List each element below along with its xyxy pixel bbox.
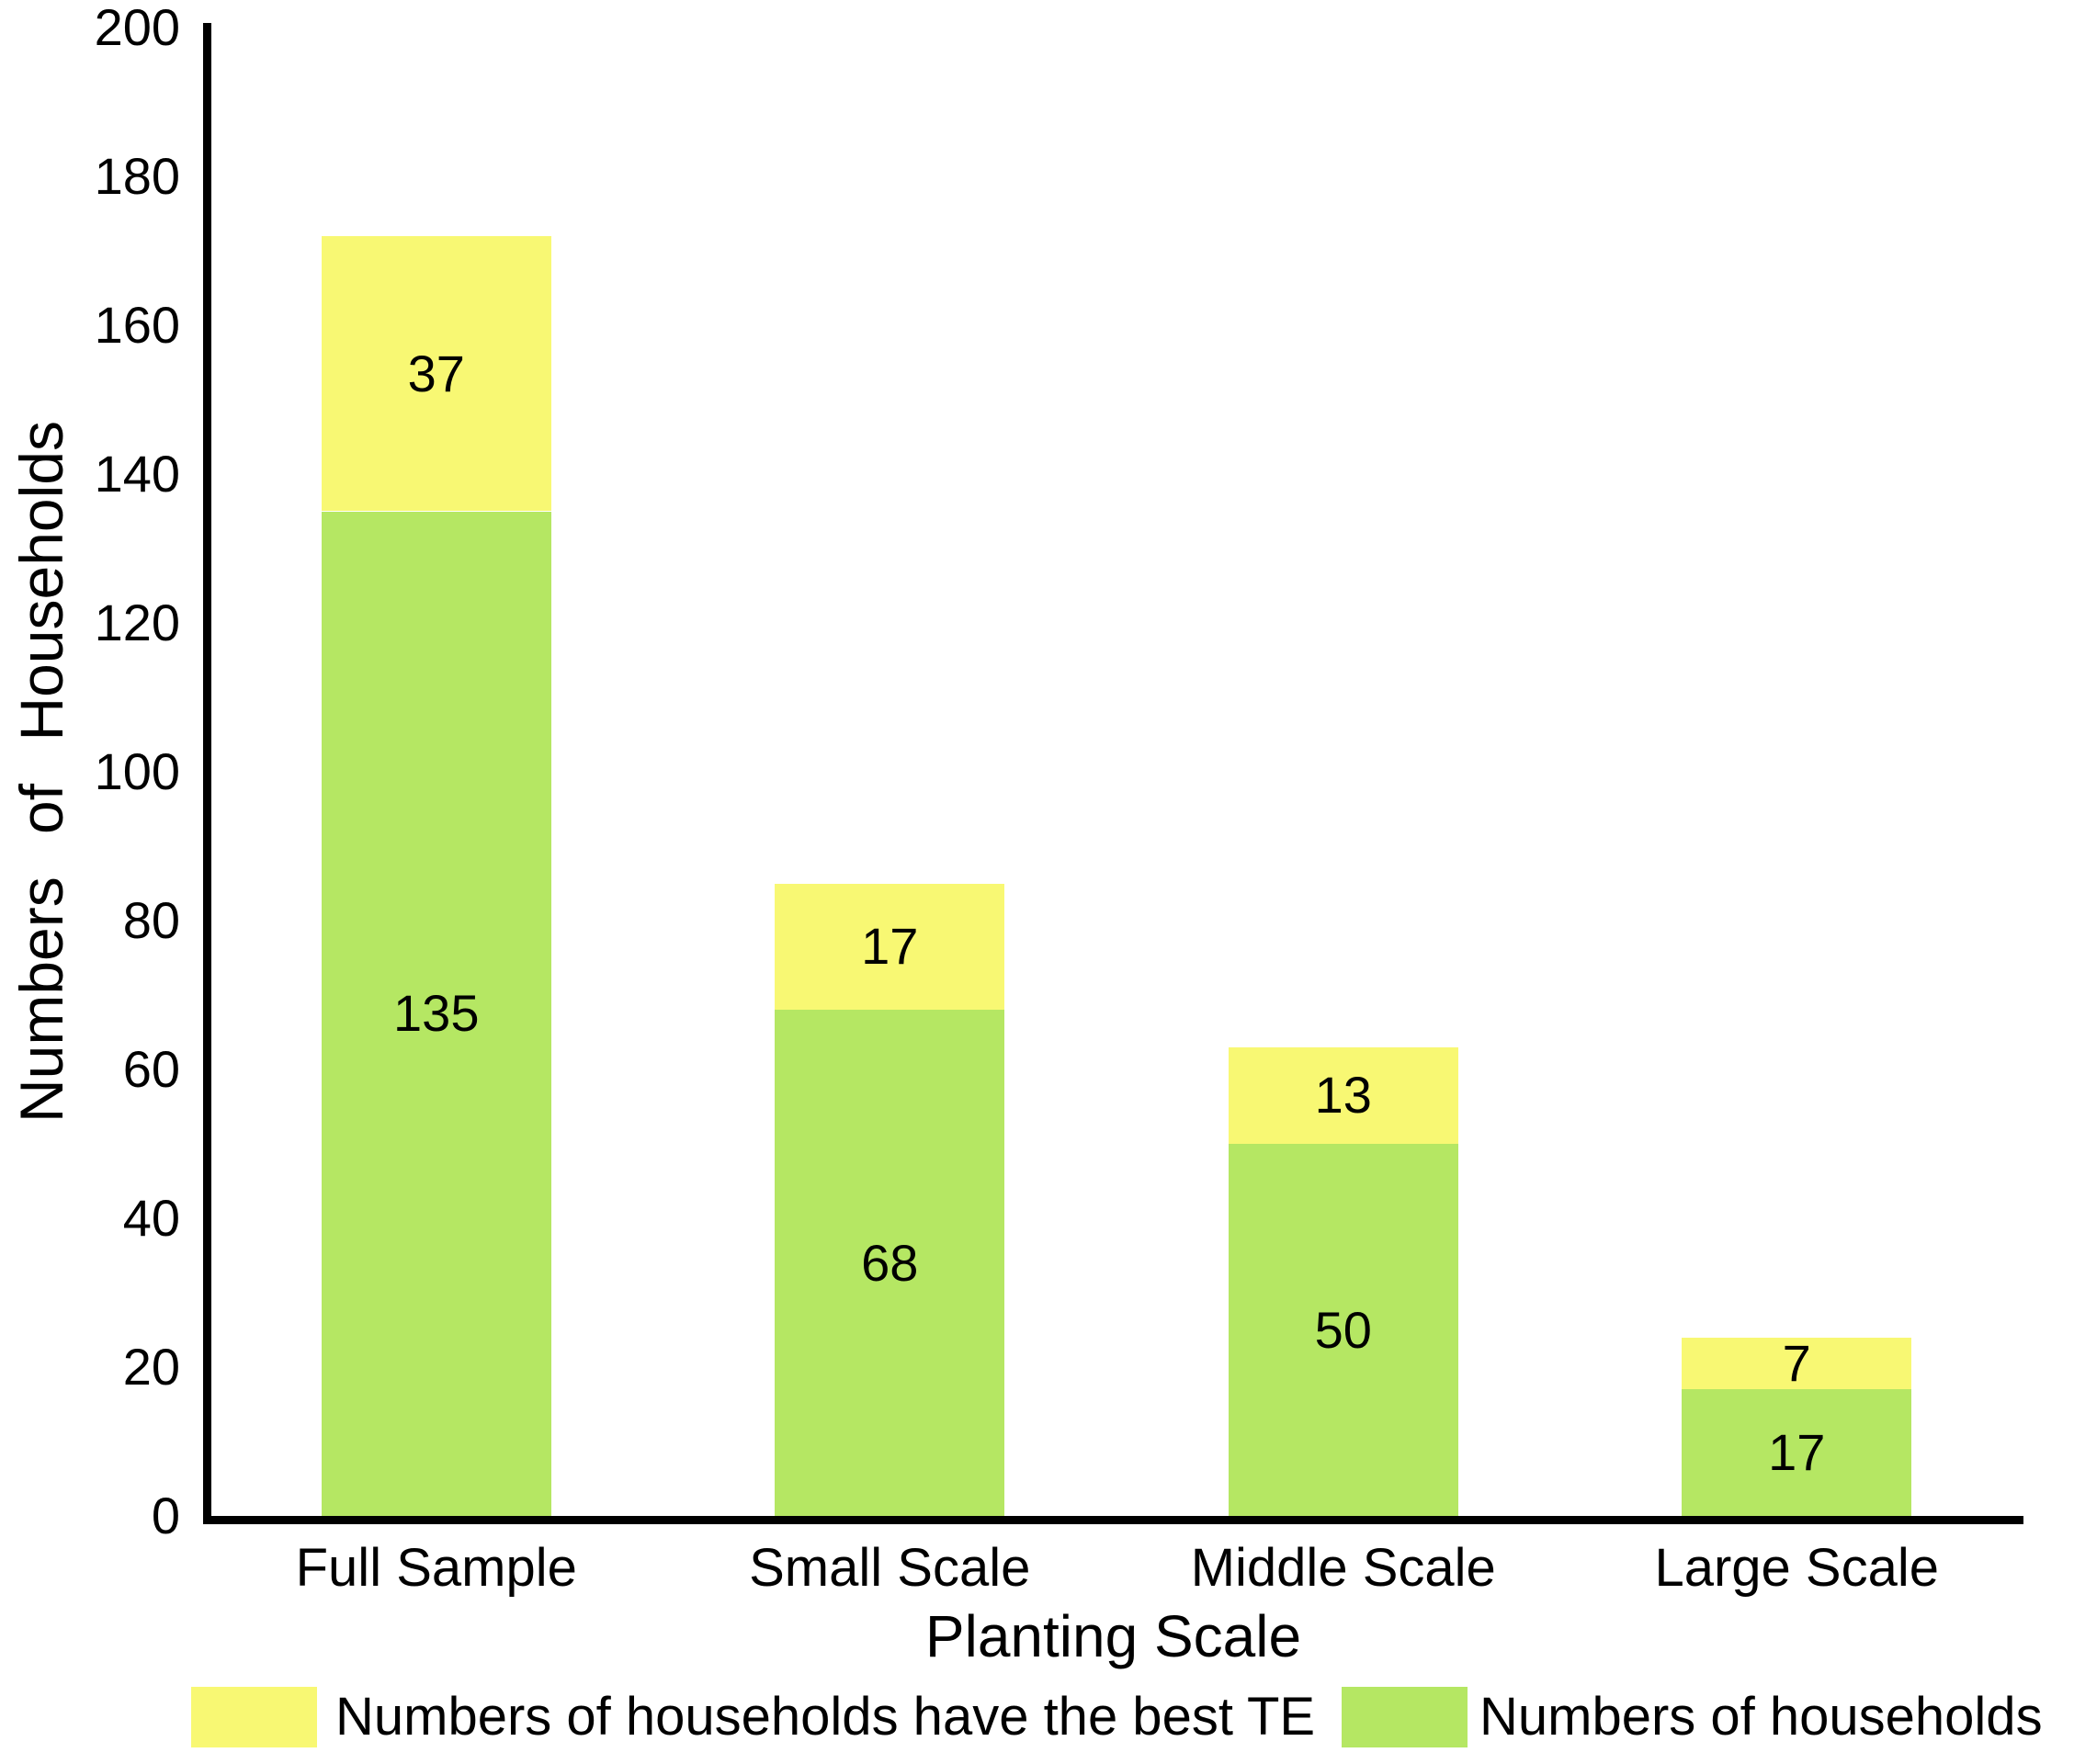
bar-segment-yellow-0: 37 <box>321 235 551 512</box>
legend-swatch-best-te <box>191 1687 317 1747</box>
bar-value-label: 7 <box>1782 1333 1811 1392</box>
y-tick-label-200: 200 <box>94 0 180 56</box>
bar-value-label: 17 <box>1768 1423 1826 1482</box>
x-axis-title: Planting Scale <box>924 1603 1302 1669</box>
bar-segment-yellow-1: 17 <box>775 883 1005 1011</box>
x-category-label-2: Middle Scale <box>1190 1538 1496 1598</box>
y-tick-label-60: 60 <box>122 1040 180 1098</box>
y-tick-label-0: 0 <box>151 1487 180 1544</box>
legend-label-best-te: Numbers of households have the best TE <box>335 1687 1316 1747</box>
bar-segment-green-1: 68 <box>775 1010 1005 1516</box>
bar-segment-yellow-3: 7 <box>1682 1333 1912 1392</box>
y-tick-label-80: 80 <box>122 891 180 949</box>
x-category-label-1: Small Scale <box>749 1538 1031 1598</box>
x-category-label-0: Full Sample <box>295 1538 577 1598</box>
bar-value-label: 13 <box>1314 1066 1372 1125</box>
y-tick-label-160: 160 <box>94 296 180 354</box>
y-tick-label-100: 100 <box>94 742 180 800</box>
bar-value-label: 50 <box>1314 1300 1372 1359</box>
y-tick-label-20: 20 <box>122 1338 180 1396</box>
legend-swatch-households <box>1342 1687 1468 1747</box>
x-axis-line <box>203 1516 2023 1524</box>
y-tick-label-140: 140 <box>94 445 180 503</box>
bar-segment-yellow-2: 13 <box>1228 1046 1458 1144</box>
y-axis-line <box>203 23 211 1524</box>
bar-value-label: 17 <box>861 917 919 976</box>
bar-value-label: 68 <box>861 1233 919 1292</box>
bar-segment-green-0: 135 <box>321 511 551 1516</box>
y-tick-label-40: 40 <box>122 1189 180 1247</box>
bar-value-label: 135 <box>393 984 480 1043</box>
x-category-label-3: Large Scale <box>1654 1538 1940 1598</box>
bar-segment-green-3: 17 <box>1682 1389 1912 1516</box>
bar-segment-green-2: 50 <box>1228 1144 1458 1516</box>
y-tick-label-120: 120 <box>94 594 180 651</box>
y-tick-label-180: 180 <box>94 147 180 205</box>
bar-value-label: 37 <box>407 344 465 402</box>
legend-label-households: Numbers of households <box>1479 1687 2043 1747</box>
